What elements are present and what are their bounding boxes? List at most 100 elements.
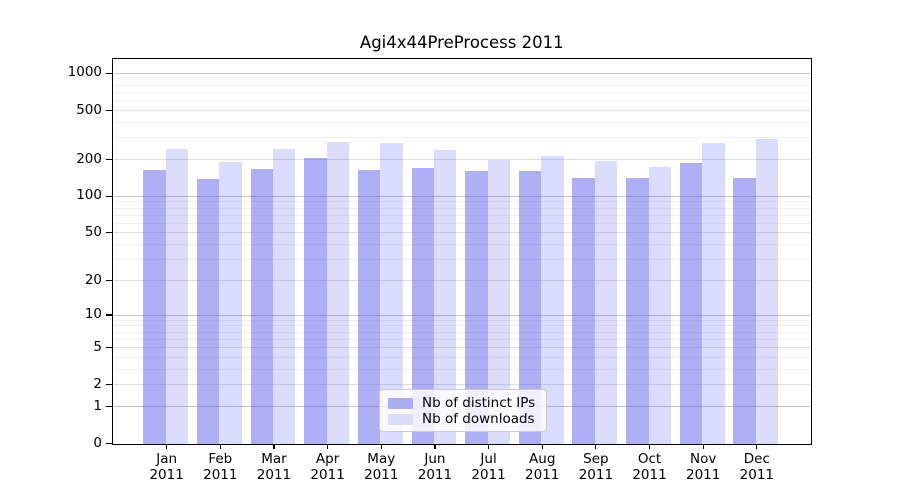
y-tick-mark bbox=[106, 195, 113, 197]
bar-downloads bbox=[594, 160, 618, 444]
y-tick-label: 1 bbox=[93, 397, 102, 414]
x-tick-label: Apr 2011 bbox=[293, 451, 363, 483]
x-tick-month: May bbox=[367, 450, 396, 467]
x-tick-mark bbox=[327, 443, 329, 449]
x-tick-year: 2011 bbox=[203, 466, 238, 483]
legend-label-downloads: Nb of downloads bbox=[422, 411, 535, 427]
y-tick-label: 200 bbox=[76, 150, 102, 167]
bar-distinct-ips bbox=[733, 178, 756, 444]
y-tick-label: 20 bbox=[84, 271, 102, 288]
x-tick-mark bbox=[380, 443, 382, 449]
y-tick-label: 0 bbox=[93, 435, 102, 451]
y-gridline bbox=[113, 100, 811, 101]
bar-downloads bbox=[648, 166, 671, 444]
x-tick-year: 2011 bbox=[686, 466, 721, 483]
x-tick-year: 2011 bbox=[417, 466, 453, 483]
y-gridline bbox=[113, 356, 811, 358]
x-tick-label: Nov 2011 bbox=[668, 451, 738, 483]
y-tick-mark bbox=[106, 158, 113, 160]
bar-distinct-ips bbox=[465, 171, 488, 444]
bar-downloads bbox=[165, 149, 189, 444]
bar-downloads bbox=[433, 149, 457, 444]
y-tick-mark bbox=[106, 443, 113, 445]
x-tick-month: Nov bbox=[690, 450, 717, 467]
bar-downloads bbox=[487, 160, 510, 444]
bar-distinct-ips bbox=[572, 177, 595, 444]
x-tick-label: Aug 2011 bbox=[507, 451, 577, 483]
bar-distinct-ips bbox=[518, 171, 542, 444]
bar-downloads bbox=[272, 149, 296, 444]
y-gridline bbox=[113, 338, 811, 340]
y-gridline bbox=[113, 331, 811, 333]
legend-label-distinct-ips: Nb of distinct IPs bbox=[422, 395, 536, 411]
bar-distinct-ips bbox=[626, 178, 649, 444]
legend-row: Nb of distinct IPs bbox=[388, 395, 537, 411]
x-tick-year: 2011 bbox=[471, 466, 506, 483]
bar-distinct-ips bbox=[250, 169, 273, 444]
y-gridline bbox=[113, 158, 811, 160]
bar-distinct-ips bbox=[679, 163, 703, 444]
y-tick-label: 50 bbox=[84, 224, 102, 241]
plot-area bbox=[113, 59, 811, 444]
y-gridline bbox=[113, 195, 811, 197]
legend-row: Nb of downloads bbox=[388, 411, 537, 427]
legend: Nb of distinct IPs Nb of downloads bbox=[379, 389, 547, 432]
x-tick-label: Jul 2011 bbox=[454, 451, 524, 483]
y-gridline bbox=[113, 244, 811, 246]
y-tick-label: 100 bbox=[76, 187, 102, 204]
x-tick-mark bbox=[273, 443, 275, 449]
y-gridline bbox=[113, 78, 811, 80]
x-tick-year: 2011 bbox=[364, 466, 399, 483]
x-tick-month: Dec bbox=[743, 450, 770, 467]
bar-downloads bbox=[219, 162, 242, 444]
x-tick-year: 2011 bbox=[578, 466, 614, 483]
x-tick-label: Dec 2011 bbox=[722, 451, 792, 483]
y-tick-label: 500 bbox=[76, 101, 102, 118]
x-tick-year: 2011 bbox=[739, 466, 775, 483]
y-gridline bbox=[113, 121, 811, 123]
y-gridline bbox=[113, 279, 811, 281]
x-tick-label: Feb 2011 bbox=[185, 451, 255, 483]
x-tick-label: Jan 2011 bbox=[132, 451, 202, 483]
y-tick-label: 2 bbox=[93, 376, 102, 393]
chart-title: Agi4x44PreProcess 2011 bbox=[359, 33, 564, 52]
x-tick-month: Apr bbox=[315, 450, 340, 467]
x-tick-label: Jun 2011 bbox=[400, 451, 470, 483]
x-tick-mark bbox=[166, 443, 168, 449]
bar-distinct-ips bbox=[143, 169, 166, 444]
x-tick-label: Mar 2011 bbox=[239, 451, 309, 483]
y-gridline bbox=[113, 259, 811, 261]
x-tick-mark bbox=[648, 443, 651, 449]
y-gridline bbox=[113, 201, 811, 203]
x-tick-mark bbox=[219, 443, 221, 449]
y-tick-mark bbox=[106, 346, 113, 349]
bar-distinct-ips bbox=[357, 169, 381, 444]
y-tick-mark bbox=[106, 109, 113, 111]
y-tick-mark bbox=[106, 279, 113, 281]
y-gridline bbox=[113, 207, 811, 209]
y-tick-mark bbox=[106, 314, 113, 316]
legend-swatch-distinct-ips bbox=[388, 397, 413, 409]
y-tick-mark bbox=[106, 384, 113, 386]
y-gridline bbox=[113, 325, 811, 327]
y-gridline bbox=[113, 384, 811, 386]
x-tick-year: 2011 bbox=[310, 466, 345, 483]
y-gridline bbox=[113, 109, 811, 111]
bar-downloads bbox=[541, 155, 564, 444]
x-tick-label: Sep 2011 bbox=[561, 451, 631, 483]
x-tick-year: 2011 bbox=[525, 466, 560, 483]
x-tick-month: Sep bbox=[583, 450, 609, 467]
bar-downloads bbox=[702, 143, 725, 444]
legend-swatch-downloads bbox=[388, 413, 413, 425]
y-gridline bbox=[113, 84, 811, 86]
y-tick-mark bbox=[106, 405, 113, 408]
x-tick-month: Jan bbox=[156, 450, 178, 467]
y-gridline bbox=[113, 137, 811, 139]
y-gridline bbox=[113, 319, 811, 321]
y-tick-label: 10 bbox=[84, 306, 102, 323]
y-gridline bbox=[113, 347, 811, 349]
x-tick-month: Aug bbox=[529, 450, 556, 467]
x-tick-mark bbox=[702, 443, 704, 449]
x-tick-month: Jul bbox=[480, 450, 497, 467]
